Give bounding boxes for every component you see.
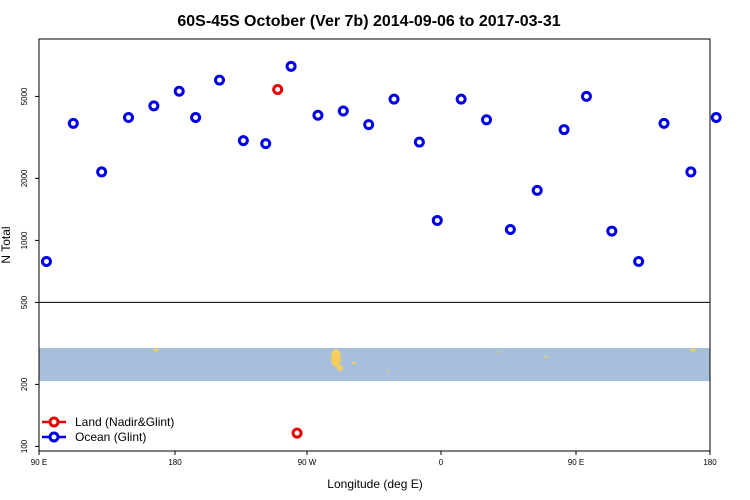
ocean-point: [285, 60, 297, 72]
ocean-point: [312, 109, 324, 121]
ocean-point: [237, 135, 249, 147]
legend-entry: Ocean (Glint): [42, 430, 146, 444]
ocean-point: [531, 184, 543, 196]
y-axis-label: N Total: [0, 226, 13, 263]
ocean-point: [173, 85, 185, 97]
legend-label: Land (Nadir&Glint): [75, 415, 174, 429]
y-tick-label: 5000: [20, 87, 29, 105]
x-tick-label: 180: [168, 458, 182, 467]
ocean-point: [260, 138, 272, 150]
map-land-island: [352, 361, 356, 365]
ocean-point: [363, 119, 375, 131]
ocean-point: [685, 166, 697, 178]
map-strip: [39, 348, 710, 381]
map-land-island: [153, 348, 159, 352]
x-tick-label: 90 W: [298, 458, 317, 467]
map-land-island: [690, 348, 696, 352]
y-axis: 100 200 500 1000 2000 5000: [20, 87, 39, 453]
data-points: [40, 60, 722, 439]
ocean-point: [455, 93, 467, 105]
map-land-south-america: [331, 349, 341, 367]
ocean-point: [633, 255, 645, 267]
ocean-point: [213, 74, 225, 86]
ocean-point: [658, 117, 670, 129]
legend: Land (Nadir&Glint)Ocean (Glint): [42, 415, 174, 444]
ocean-point: [413, 136, 425, 148]
map-land-tierra-del-fuego: [337, 365, 343, 371]
map-land-island: [544, 355, 548, 359]
y-tick-label: 500: [20, 295, 29, 309]
ocean-point: [606, 225, 618, 237]
ocean-point: [558, 124, 570, 136]
map-ocean-band: [39, 348, 710, 381]
plot-frame: [38, 38, 711, 452]
ocean-point: [40, 255, 52, 267]
ocean-point: [388, 93, 400, 105]
y-tick-label: 100: [20, 439, 29, 453]
ocean-point: [123, 112, 134, 124]
legend-marker: [48, 416, 60, 428]
y-tick-label: 200: [20, 377, 29, 391]
x-tick-label: 90 E: [31, 458, 47, 467]
ocean-point: [504, 223, 516, 235]
x-axis: 90 E 180 90 W 0 90 E 180: [31, 451, 717, 467]
x-tick-label: 90 E: [568, 458, 584, 467]
land-point: [272, 84, 284, 96]
x-axis-label: Longitude (deg E): [327, 477, 422, 491]
y-tick-label: 1000: [20, 231, 29, 249]
ocean-point: [481, 114, 492, 126]
x-tick-label: 180: [703, 458, 717, 467]
legend-entry: Land (Nadir&Glint): [42, 415, 174, 429]
land-point: [291, 427, 303, 439]
map-land-island: [387, 370, 389, 372]
ocean-point: [190, 112, 202, 124]
ocean-point: [337, 105, 349, 117]
map-land-island: [497, 351, 499, 353]
ocean-point: [710, 112, 722, 124]
ocean-point: [96, 166, 108, 178]
chart-title: 60S-45S October (Ver 7b) 2014-09-06 to 2…: [177, 13, 560, 30]
ocean-point: [148, 100, 160, 112]
legend-marker: [48, 431, 60, 443]
ocean-point: [67, 117, 79, 129]
ocean-point: [580, 90, 592, 102]
ocean-point: [431, 214, 443, 226]
x-tick-label: 0: [439, 458, 444, 467]
y-tick-label: 2000: [20, 169, 29, 187]
legend-label: Ocean (Glint): [75, 430, 146, 444]
